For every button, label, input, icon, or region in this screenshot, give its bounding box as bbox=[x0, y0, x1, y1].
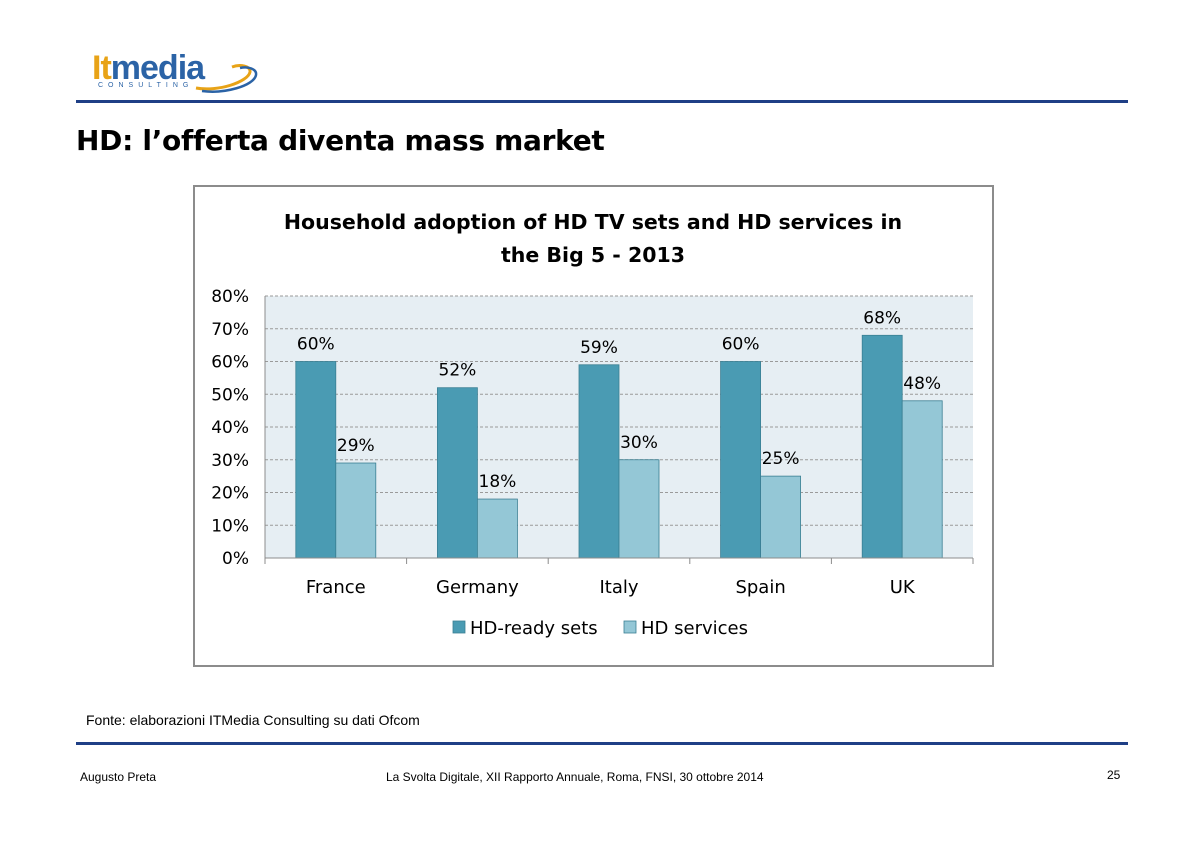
chart-legend: HD-ready sets HD services bbox=[452, 618, 748, 639]
bar bbox=[578, 364, 620, 559]
y-tick-label: 80% bbox=[211, 287, 249, 307]
y-tick-label: 70% bbox=[211, 320, 249, 340]
legend-swatch bbox=[452, 620, 466, 634]
y-tick-label: 20% bbox=[211, 484, 249, 504]
logo-text-media: media bbox=[110, 49, 205, 87]
chart-title: Household adoption of HD TV sets and HD … bbox=[284, 210, 902, 267]
footer-rule bbox=[76, 742, 1128, 745]
footer-event: La Svolta Digitale, XII Rapporto Annuale… bbox=[386, 770, 764, 784]
header-rule bbox=[76, 100, 1128, 103]
chart-frame: 0% 10% 20% 30% 40% 50% 60% 70% 80% 60% 29% 52% 18% 5… bbox=[193, 185, 994, 667]
logo-wordmark: Itmedia bbox=[92, 48, 205, 88]
y-tick-label: 30% bbox=[211, 451, 249, 471]
data-label: 68% bbox=[863, 308, 901, 328]
bar bbox=[901, 400, 943, 559]
x-axis: France Germany Italy Spain UK bbox=[264, 557, 974, 598]
logo-subtext: CONSULTING bbox=[98, 82, 194, 89]
footer-author: Augusto Preta bbox=[80, 770, 157, 784]
data-label: 29% bbox=[337, 436, 375, 456]
data-labels: 60% 29% 52% 18% 59% 30% 60% 25% 68% 48% bbox=[297, 308, 941, 492]
bar bbox=[335, 462, 377, 559]
x-tick-label: UK bbox=[890, 577, 916, 598]
bar bbox=[760, 475, 801, 559]
bar bbox=[861, 334, 903, 559]
chart-title-line: the Big 5 - 2013 bbox=[501, 243, 685, 267]
gridlines bbox=[265, 295, 973, 526]
logo-swoosh-icon bbox=[195, 64, 258, 93]
x-tick-label: Italy bbox=[599, 577, 638, 598]
data-label: 48% bbox=[903, 374, 941, 394]
data-label: 59% bbox=[580, 338, 618, 358]
y-tick-label: 40% bbox=[211, 418, 249, 438]
y-axis: 0% 10% 20% 30% 40% 50% 60% 70% 80% bbox=[211, 287, 266, 569]
source-note: Fonte: elaborazioni ITMedia Consulting s… bbox=[86, 712, 420, 728]
y-tick-label: 0% bbox=[222, 549, 249, 569]
y-tick-label: 50% bbox=[211, 385, 249, 405]
data-label: 30% bbox=[620, 433, 658, 453]
data-label: 60% bbox=[722, 335, 760, 355]
x-tick-label: Germany bbox=[436, 577, 519, 598]
bar bbox=[720, 361, 761, 559]
x-tick-label: Spain bbox=[735, 577, 785, 598]
bar bbox=[436, 387, 478, 559]
legend-label: HD-ready sets bbox=[470, 618, 598, 639]
legend-label: HD services bbox=[641, 618, 748, 639]
page-number: 25 bbox=[1107, 768, 1121, 782]
x-tick-label: France bbox=[306, 577, 366, 598]
legend-swatch bbox=[623, 620, 637, 634]
y-tick-label: 60% bbox=[211, 353, 249, 373]
bar bbox=[476, 498, 518, 559]
y-tick-label: 10% bbox=[211, 516, 249, 536]
data-label: 25% bbox=[762, 449, 800, 469]
data-label: 52% bbox=[439, 361, 477, 381]
chart-title-line: Household adoption of HD TV sets and HD … bbox=[284, 210, 902, 234]
bar bbox=[295, 361, 337, 559]
itmedia-logo: Itmedia CONSULTING bbox=[88, 48, 258, 96]
slide-title: HD: l’offerta diventa mass market bbox=[76, 124, 605, 157]
bars bbox=[295, 334, 943, 559]
logo-text-it: It bbox=[92, 49, 112, 87]
bar bbox=[618, 459, 660, 559]
bar-chart: 0% 10% 20% 30% 40% 50% 60% 70% 80% 60% 29% 52% 18% 5… bbox=[211, 210, 974, 639]
data-label: 60% bbox=[297, 335, 335, 355]
data-label: 18% bbox=[479, 472, 517, 492]
